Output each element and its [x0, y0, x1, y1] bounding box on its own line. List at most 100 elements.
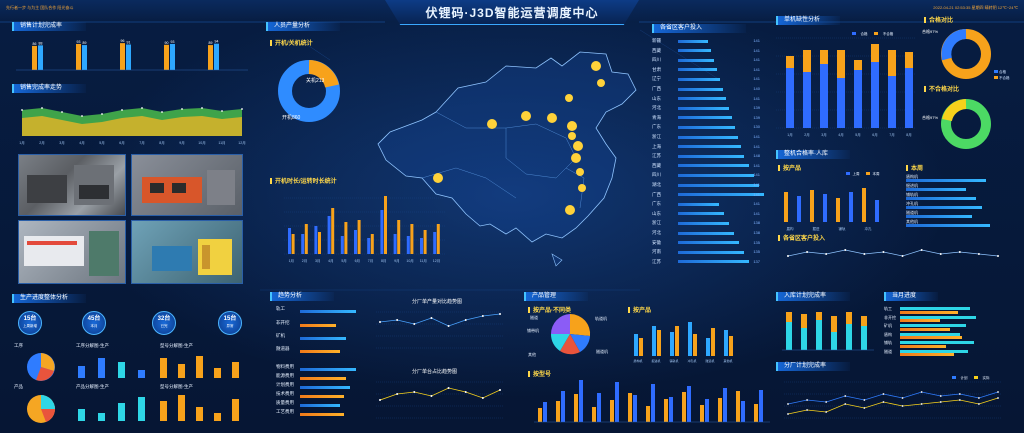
legend-label: 本周: [873, 171, 881, 176]
series-point: [863, 407, 866, 409]
series-point: [977, 253, 980, 255]
bar: [831, 332, 837, 350]
region-name: 河南: [652, 249, 661, 255]
bar: [729, 336, 733, 356]
series-point: [939, 253, 942, 255]
dept-bar-actual: [900, 310, 958, 314]
bar: [754, 404, 758, 422]
series-point: [825, 253, 828, 255]
bar: [433, 232, 437, 254]
x-tick-label: 7月: [368, 258, 373, 263]
region-bar: [678, 106, 729, 110]
bar: [556, 401, 560, 422]
bar: [741, 401, 745, 422]
dept-row: 非开挖: [884, 315, 1014, 323]
bar: [816, 320, 822, 350]
series-line: [787, 249, 999, 257]
region-row: 河北 139: [652, 105, 760, 111]
weekly-bar: [906, 188, 966, 191]
series-point: [863, 253, 866, 255]
region-row: 河南 135: [652, 249, 760, 255]
entry-sub-title: 分厂计划完成率: [776, 362, 850, 371]
region-row: 辽宁 141: [652, 76, 760, 82]
trend-item-bar: [300, 324, 336, 327]
region-row: 广西 141: [652, 192, 764, 198]
series-point: [825, 411, 828, 413]
trend-point: [121, 109, 123, 111]
machine-rate-sub3: 各省区客户投入: [778, 233, 825, 242]
region-value: 141: [753, 47, 760, 53]
region-name: 山东: [652, 95, 661, 101]
bar: [126, 44, 131, 70]
legend-label: 实际: [983, 375, 991, 380]
factory-photo-1: [18, 154, 126, 216]
series-line: [379, 313, 501, 327]
x-tick-label: 铺轨机: [669, 358, 678, 363]
region-bar: [678, 135, 738, 139]
region-value: 138: [753, 220, 760, 226]
series-point: [901, 255, 904, 257]
bar: [318, 232, 321, 254]
region-value: 141: [753, 66, 760, 72]
trend-item-bar: [300, 413, 344, 416]
x-tick-label: 7月: [889, 132, 894, 137]
region-row: 湖北 141: [652, 182, 760, 188]
bar-value: 89: [209, 41, 213, 45]
region-row: 山东 141: [652, 96, 760, 102]
bar-value: 90: [165, 41, 169, 45]
dept-bar-actual: [900, 353, 954, 356]
qualified-donut-2: [941, 99, 991, 149]
region-value: 141: [753, 76, 760, 82]
region-name: 甘肃: [652, 66, 661, 72]
x-tick-label: 盾构: [787, 226, 795, 231]
series-point: [464, 391, 467, 393]
bar: [816, 312, 822, 320]
entry-chart: [782, 312, 874, 351]
bar: [862, 188, 866, 222]
trend-item-bar: [300, 310, 356, 313]
qualified-donut-1: [941, 29, 991, 79]
region-bar: [678, 212, 724, 216]
product-pie: [550, 313, 591, 355]
bar: [367, 238, 371, 254]
series-point: [430, 395, 433, 397]
region-value: 141: [753, 38, 760, 43]
trend-item-label: 质量费用: [276, 400, 294, 405]
x-tick-label: 5月: [341, 258, 346, 263]
legend-swatch: [866, 172, 870, 175]
region-value: 137: [753, 258, 760, 264]
series-point: [920, 403, 923, 405]
series-point: [464, 319, 467, 321]
series-line: [787, 397, 999, 415]
trend-item-label: 非开挖: [276, 320, 290, 325]
region-bar: [678, 193, 764, 197]
population-title: 人员产量分析: [266, 22, 340, 31]
bar: [574, 394, 578, 422]
x-tick-label: 9月: [394, 258, 399, 263]
region-row: 安徽 135: [652, 240, 760, 246]
factory-photo-3: [18, 220, 126, 284]
x-tick-label: 6月: [872, 132, 877, 137]
dept-label: 隧道: [884, 348, 892, 354]
dept-bar-actual: [900, 336, 962, 339]
bar: [32, 45, 37, 70]
product-label: 产品: [14, 384, 23, 389]
bar: [786, 68, 794, 128]
region-value: 138: [753, 230, 760, 235]
region-value: 139: [753, 105, 760, 111]
series-point: [787, 403, 789, 405]
entry-sub-chart: 计划 实际: [784, 375, 1002, 419]
header-slogan: 先行者一步 与为主 团队合作 阳光奋斗: [6, 5, 74, 10]
series-point: [939, 395, 942, 397]
region-row: 江苏 137: [652, 259, 760, 265]
x-tick-label: 7月: [139, 140, 144, 145]
x-tick-label: 10月: [406, 258, 413, 263]
region-bar: [678, 125, 735, 129]
bar: [810, 190, 814, 222]
bar: [561, 391, 565, 422]
weekly-label: 其他机: [906, 219, 918, 224]
legend-swatch: [852, 32, 856, 35]
sales-trend-title: 销售完成率走势: [12, 84, 86, 93]
series-point: [379, 321, 381, 323]
region-name: 浙江: [652, 220, 661, 226]
